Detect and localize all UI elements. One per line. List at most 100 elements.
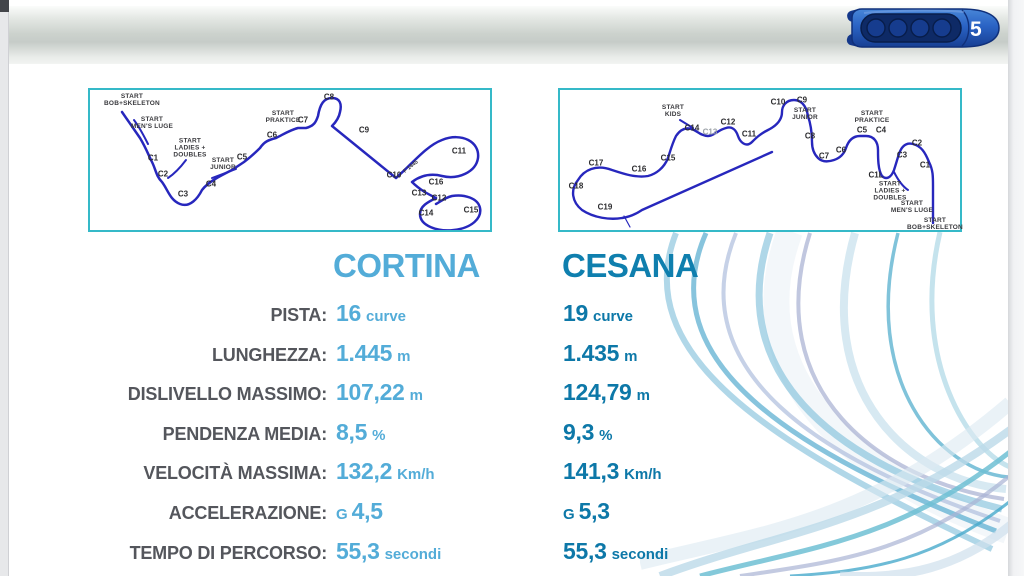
column-header-cortina: CORTINA (333, 247, 480, 284)
track-start-label: START JUNIOR (210, 156, 236, 171)
track-curve-label: C14 (684, 123, 700, 133)
track-curve-label: C1L (868, 170, 884, 180)
value-number: 19 (563, 300, 588, 326)
cortina-value-cell: 1.445 m (327, 340, 553, 367)
track-start-label: START JUNIOR (792, 106, 818, 121)
track-curve-label: C1 (919, 160, 931, 170)
track-curve-label: C9 (358, 125, 370, 135)
track-curve-label: C5 (856, 125, 868, 135)
value-prefix: G (563, 505, 575, 523)
track-curve-label: C17 (588, 158, 604, 168)
track-start-label: START BOB+SKELETON (104, 92, 160, 107)
row-label: ACCELERAZIONE: (168, 502, 327, 523)
track-start-label: START LADIES + DOUBLES (173, 137, 207, 159)
comparison-row: ACCELERAZIONE: G 4,5 G 5,3 (90, 485, 740, 525)
cesana-track-diagram: START KIDS START JUNIOR START PRAKTICE STAR… (558, 88, 963, 232)
page-corner-mark (0, 0, 9, 12)
value-unit: m (636, 387, 650, 405)
row-label: LUNGHEZZA: (212, 344, 327, 365)
value-number: 55,3 (336, 537, 380, 564)
track-curve-label: C7 (818, 151, 830, 161)
track-curve-label: C6 (266, 130, 278, 140)
track-curve-label: C13 (702, 127, 718, 137)
value-unit: Km/h (397, 466, 435, 484)
track-curve-label: C10 (386, 170, 402, 180)
track-start-label: START MEN'S LUGE (130, 115, 174, 130)
value-number: 5,3 (578, 497, 610, 524)
cortina-value-cell: 107,22 m (327, 379, 553, 406)
value-number: 141,3 (563, 458, 620, 485)
cortina-track-diagram: START BOB+SKELETON START MEN'S LUGE START … (88, 88, 492, 232)
track-curve-label: C3 (177, 189, 189, 199)
track-curve-label: C14 (418, 208, 434, 218)
bobsled-icon: 5 (846, 8, 1000, 48)
track-start-label: START KIDS (661, 103, 685, 118)
page-left-edge (0, 0, 9, 576)
track-curve-label: C10 (770, 97, 786, 107)
track-curve-label: C18 (568, 181, 584, 191)
column-header-cesana: CESANA (562, 247, 699, 284)
value-number: 132,2 (336, 458, 393, 485)
cesana-value-cell: 9,3% (553, 419, 612, 446)
row-label: PISTA: (270, 305, 328, 325)
row-label: TEMPO DI PERCORSO: (129, 542, 328, 563)
track-curve-label: C16 (631, 164, 647, 174)
row-label: PENDENZA MEDIA: (162, 423, 328, 444)
cesana-value-cell: G 5,3 (553, 498, 610, 525)
cesana-value-cell: 1.435 m (553, 340, 637, 367)
cesana-value-cell: 124,79 m (553, 379, 650, 406)
track-start-label: START PRAKTICE (854, 109, 890, 124)
comparison-row: PENDENZA MEDIA: 8,5% 9,3% (90, 406, 740, 446)
cortina-value-cell: 16 curve (327, 300, 553, 327)
value-unit: m (624, 347, 638, 365)
value-unit: m (397, 347, 411, 365)
comparison-row: DISLIVELLO MASSIMO: 107,22 m 124,79 m (90, 366, 740, 406)
track-curve-label: C9 (796, 95, 808, 105)
value-unit: secondi (384, 545, 442, 563)
track-curve-label: C19 (597, 202, 613, 212)
slide-number: 5 (970, 18, 982, 41)
track-curve-label: C6 (835, 145, 847, 155)
track-curve-label: C13 (411, 188, 427, 198)
track-start-label: START MEN'S LUGE (890, 199, 934, 214)
value-number: 8,5 (336, 418, 368, 445)
page-right-edge (1008, 0, 1024, 576)
cesana-value-cell: 19 curve (553, 300, 633, 327)
track-curve-label: C12 (431, 193, 447, 203)
track-curve-label: C3 (896, 150, 908, 160)
track-curve-label: C4 (205, 179, 217, 189)
comparison-row: TEMPO DI PERCORSO: 55,3 secondi 55,3 secon… (90, 525, 740, 565)
value-unit: m (409, 387, 423, 405)
track-curve-label: C8 (323, 92, 335, 102)
value-number: 9,3 (563, 418, 595, 445)
comparison-row: PISTA: 16 curve 19 curve (90, 287, 740, 327)
value-number: 55,3 (563, 537, 607, 564)
cortina-value-cell: G 4,5 (327, 498, 553, 525)
track-curve-label: C16 (428, 177, 444, 187)
track-curve-label: C8 (804, 131, 816, 141)
track-curve-label: C15 (660, 153, 676, 163)
value-number: 1.435 (563, 339, 620, 366)
row-label: VELOCITÀ MASSIMA: (143, 463, 327, 484)
cortina-value-cell: 8,5% (327, 419, 553, 446)
value-number: 16 (336, 300, 361, 326)
track-curve-label: C11 (451, 146, 467, 156)
comparison-rows: PISTA: 16 curve 19 curve LUNGHEZZA: 1.445 m… (90, 287, 740, 564)
track-curve-label: C12 (720, 117, 736, 127)
value-unit: Km/h (624, 466, 662, 484)
cesana-value-cell: 55,3 secondi (553, 538, 668, 565)
cesana-value-cell: 141,3 Km/h (553, 458, 662, 485)
track-curve-label: C15 (463, 205, 479, 215)
value-number: 107,22 (336, 379, 405, 406)
track-start-label: START LADIES + DOUBLES (873, 180, 907, 202)
value-unit: curve (365, 308, 407, 325)
ribbon-swoosh-decoration (640, 231, 1008, 576)
comparison-row: VELOCITÀ MASSIMA: 132,2 Km/h 141,3 Km/h (90, 445, 740, 485)
track-curve-label: C2 (157, 169, 169, 179)
track-curve-label: C2 (911, 138, 923, 148)
cortina-value-cell: 55,3 secondi (327, 538, 553, 565)
value-number: 124,79 (563, 379, 632, 406)
track-curve-label: C11 (741, 129, 757, 139)
value-unit: % (599, 426, 613, 444)
track-curve-label: C7 (297, 115, 309, 125)
